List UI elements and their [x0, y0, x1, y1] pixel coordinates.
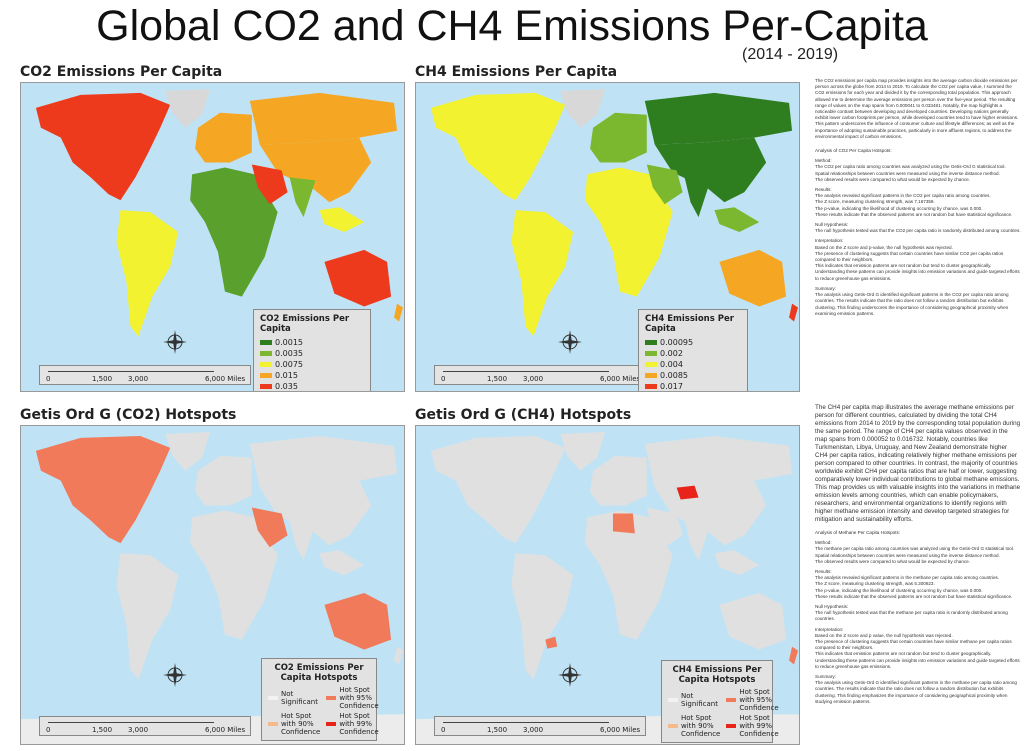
co2-hotspot-legend: CO2 Emissions Per Capita Hotspots Not Sig…	[261, 658, 379, 741]
co2-legend: CO2 Emissions Per Capita 0.0015 0.0035 0.00…	[253, 309, 371, 391]
legend-swatch	[268, 722, 278, 726]
legend-swatch	[645, 373, 657, 378]
legend-swatch	[645, 340, 657, 345]
legend-item: 0.0075	[260, 359, 364, 370]
compass-rose-icon	[556, 661, 584, 689]
legend-item: 0.002	[645, 348, 741, 359]
compass-rose-icon	[161, 661, 189, 689]
legend-swatch	[326, 722, 337, 726]
compass-rose-icon	[161, 328, 189, 356]
compass-rose-icon	[556, 328, 584, 356]
legend-label: 0.0075	[275, 360, 303, 369]
legend-label: 0.0015	[275, 338, 303, 347]
legend-label: 0.015	[275, 371, 298, 380]
legend-label: Hot Spot with 99% Confidence	[339, 712, 379, 736]
legend-swatch	[645, 351, 657, 356]
year-range: (2014 - 2019)	[742, 46, 839, 63]
scale-bar: 0 1,500 3,000 6,000 Miles	[434, 716, 646, 736]
legend-item: Hot Spot with 99% Confidence	[326, 712, 379, 736]
legend-label: Hot Spot with 90% Confidence	[681, 714, 721, 738]
legend-swatch	[260, 362, 272, 367]
legend-swatch	[326, 696, 337, 700]
legend-swatch	[726, 698, 737, 702]
legend-label: Hot Spot with 95% Confidence	[339, 686, 379, 710]
legend-label: 0.035	[275, 382, 298, 391]
co2-hotspot-heading: Getis Ord G (CO2) Hotspots	[20, 407, 237, 423]
ch4-map[interactable]: 0 1,500 3,000 6,000 Miles CH4 Emissions Per…	[415, 82, 800, 392]
legend-label: 0.0035	[275, 349, 303, 358]
poster-title: Global CO2 and CH4 Emissions Per-Capita	[96, 2, 928, 50]
legend-label: 0.0085	[660, 371, 688, 380]
legend-item: 0.004	[645, 359, 741, 370]
ch4-hotspot-map[interactable]: 0 1,500 3,000 6,000 Miles CH4 Emissions Per…	[415, 425, 800, 745]
legend-item: 0.0035	[260, 348, 364, 359]
legend-label: Hot Spot with 95% Confidence	[739, 688, 779, 712]
legend-item: Not Significant	[268, 686, 320, 710]
co2-map[interactable]: 0 1,500 3,000 6,000 Miles CO2 Emissions Per…	[20, 82, 405, 392]
ch4-hotspot-heading: Getis Ord G (CH4) Hotspots	[415, 407, 632, 423]
ch4-hotspot-legend: CH4 Emissions Per Capita Hotspots Not Sig…	[661, 660, 779, 743]
legend-item: 0.0015	[260, 337, 364, 348]
legend-label: Hot Spot with 90% Confidence	[281, 712, 321, 736]
ch4-description: The CH4 per capita map illustrates the a…	[815, 404, 1021, 704]
legend-swatch	[645, 362, 657, 367]
legend-item: Hot Spot with 95% Confidence	[326, 686, 379, 710]
legend-item: Hot Spot with 99% Confidence	[726, 714, 779, 738]
legend-swatch	[268, 696, 278, 700]
legend-item: Hot Spot with 90% Confidence	[268, 712, 320, 736]
legend-item: 0.0085	[645, 370, 741, 381]
ch4-legend: CH4 Emissions Per Capita 0.00095 0.002 0.00…	[638, 309, 748, 391]
legend-item: Hot Spot with 95% Confidence	[726, 688, 779, 712]
legend-item: 0.00095	[645, 337, 741, 348]
legend-item: 0.035	[260, 381, 364, 391]
legend-swatch	[726, 724, 737, 728]
legend-swatch	[668, 724, 678, 728]
legend-item: Hot Spot with 90% Confidence	[668, 714, 720, 738]
legend-swatch	[260, 340, 272, 345]
legend-label: 0.00095	[660, 338, 694, 347]
legend-swatch	[668, 698, 678, 702]
legend-label: 0.017	[660, 382, 683, 391]
legend-label: Hot Spot with 99% Confidence	[739, 714, 779, 738]
legend-item: 0.015	[260, 370, 364, 381]
legend-swatch	[260, 351, 272, 356]
legend-label: Not Significant	[281, 690, 318, 706]
legend-item: 0.017	[645, 381, 741, 391]
ch4-map-heading: CH4 Emissions Per Capita	[415, 64, 618, 80]
legend-item: Not Significant	[668, 688, 720, 712]
world-map	[416, 431, 799, 744]
legend-label: 0.004	[660, 360, 683, 369]
legend-label: 0.002	[660, 349, 683, 358]
scale-bar: 0 1,500 3,000 6,000 Miles	[434, 365, 646, 385]
co2-description: The CO2 emissions per capita map provide…	[815, 78, 1021, 316]
scale-bar: 0 1,500 3,000 6,000 Miles	[39, 716, 251, 736]
co2-hotspot-map[interactable]: 0 1,500 3,000 6,000 Miles CO2 Emissions Per…	[20, 425, 405, 745]
co2-map-heading: CO2 Emissions Per Capita	[20, 64, 223, 80]
legend-swatch	[260, 373, 272, 378]
legend-label: Not Significant	[681, 692, 718, 708]
legend-swatch	[645, 384, 657, 389]
legend-swatch	[260, 384, 272, 389]
scale-bar: 0 1,500 3,000 6,000 Miles	[39, 365, 251, 385]
